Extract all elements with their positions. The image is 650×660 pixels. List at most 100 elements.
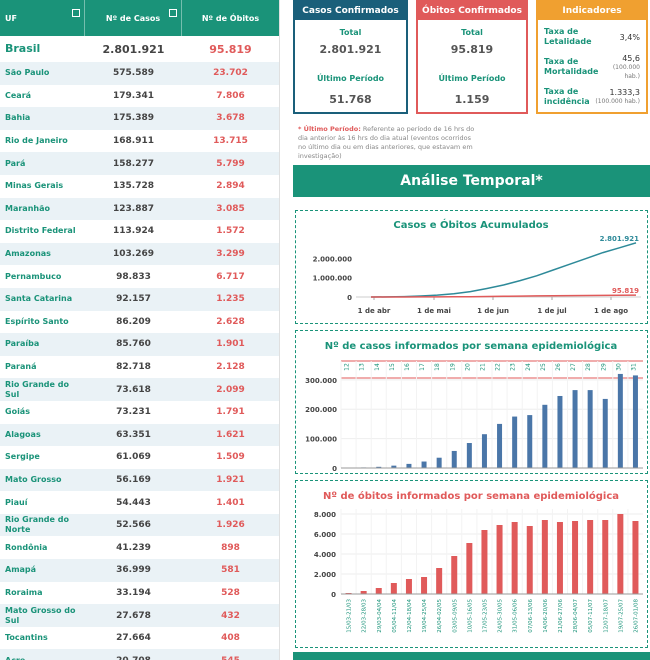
- col-obitos-label: Nº de Óbitos: [201, 13, 260, 23]
- col-uf[interactable]: UF: [0, 0, 85, 36]
- row-name: Rio Grande do Sul: [5, 379, 69, 399]
- sort-icon[interactable]: [169, 9, 177, 17]
- chart-acumulados-svg: Casos e Óbitos Acumulados 2.000.000 1.000.…: [313, 218, 641, 315]
- chart-obitos-semana: Nº de óbitos informados por semana epide…: [295, 480, 648, 648]
- category-label: 28: [585, 363, 592, 371]
- section-banner: Análise Temporal*: [293, 165, 650, 197]
- bar: [572, 390, 578, 468]
- row-casos: 73.618: [116, 384, 151, 395]
- row-obitos: 23.702: [213, 68, 248, 79]
- table-body: Brasil 2.801.921 95.819 São Paulo 575.589…: [0, 36, 279, 660]
- x-tick-label: 1 de mai: [417, 307, 451, 315]
- row-casos: 158.277: [113, 158, 154, 169]
- table-row: Piauí 54.443 1.401: [0, 491, 279, 514]
- row-casos: 135.728: [113, 181, 154, 192]
- row-obitos: 3.299: [216, 249, 245, 260]
- row-casos: 27.664: [116, 633, 151, 644]
- bar: [526, 526, 533, 594]
- row-casos: 33.194: [116, 587, 151, 598]
- total-label: Total: [339, 28, 362, 37]
- table-row: Paraíba 85.760 1.901: [0, 333, 279, 356]
- category-label: 27: [570, 363, 577, 371]
- row-casos: 113.924: [113, 226, 154, 237]
- table-row: Rio de Janeiro 168.911 13.715: [0, 130, 279, 153]
- chart-title: Nº de óbitos informados por semana epide…: [323, 490, 619, 502]
- col-obitos[interactable]: Nº de Óbitos: [182, 0, 279, 36]
- indicator-unit: (100.000 hab.): [612, 63, 640, 80]
- indicator-value-number: 45,6: [622, 53, 640, 63]
- total-value: 95.819: [450, 43, 494, 56]
- table-row: Minas Gerais 135.728 2.894: [0, 175, 279, 198]
- table-row: Sergipe 61.069 1.509: [0, 446, 279, 469]
- series-end-label: 2.801.921: [600, 235, 640, 243]
- row-obitos: 898: [221, 542, 240, 553]
- row-casos: 63.351: [116, 429, 151, 440]
- indicator-label: Taxa de incidência: [544, 87, 590, 106]
- y-tick-label: 300.000: [305, 377, 337, 385]
- row-obitos: 13.715: [213, 136, 248, 147]
- row-casos: 54.443: [116, 497, 151, 508]
- category-label: 19/07-25/07: [618, 599, 624, 633]
- bar: [466, 443, 472, 468]
- row-obitos: 432: [221, 610, 240, 621]
- row-name: Minas Gerais: [5, 181, 64, 191]
- x-tick-label: 1 de jun: [477, 307, 509, 315]
- bar: [451, 450, 457, 468]
- bar: [632, 521, 639, 594]
- category-label: 12: [344, 363, 351, 371]
- bar: [436, 457, 442, 468]
- row-name: Maranhão: [5, 203, 50, 213]
- card-title: Casos Confirmados: [295, 2, 406, 20]
- bar: [421, 577, 428, 594]
- y-tick-label: 6.000: [314, 531, 336, 539]
- col-casos[interactable]: Nº de Casos: [85, 0, 182, 36]
- indicator-item: Taxa de Letalidade 3,4%: [538, 22, 646, 52]
- row-casos: 36.999: [116, 565, 151, 576]
- row-casos: 175.389: [113, 113, 154, 124]
- row-obitos: 1.401: [216, 497, 245, 508]
- row-name: Rio Grande do Norte: [5, 515, 69, 535]
- table-row: Alagoas 63.351 1.621: [0, 423, 279, 447]
- table-row: Pará 158.277 5.799: [0, 152, 279, 175]
- row-casos: 73.231: [116, 407, 151, 418]
- table-row: Roraima 33.194 528: [0, 582, 279, 605]
- table-row: Bahia 175.389 3.678: [0, 107, 279, 130]
- y-tick-label: 8.000: [314, 511, 336, 519]
- category-label: 12/04-18/04: [407, 599, 413, 633]
- row-casos: 27.678: [116, 610, 151, 621]
- x-tick-label: 1 de jul: [537, 307, 566, 315]
- category-label: 15: [389, 363, 396, 371]
- row-obitos: 95.819: [209, 42, 252, 56]
- row-name: Mato Grosso: [5, 474, 62, 484]
- category-label: 03/05-09/05: [452, 599, 458, 633]
- bar: [390, 583, 397, 594]
- indicator-item: Taxa de Mortalidade 45,6 (100.000 hab.): [538, 52, 646, 82]
- table-row: Maranhão 123.887 3.085: [0, 197, 279, 221]
- table-row: São Paulo 575.589 23.702: [0, 62, 279, 85]
- bar: [481, 434, 487, 468]
- row-name: Brasil: [5, 42, 41, 55]
- sort-icon[interactable]: [72, 9, 80, 17]
- row-name: Rondônia: [5, 542, 48, 552]
- row-obitos: 1.791: [216, 407, 245, 418]
- row-obitos: 3.678: [216, 113, 245, 124]
- category-label: 14/06-20/06: [543, 599, 549, 633]
- bar: [391, 465, 397, 468]
- table-row: Amapá 36.999 581: [0, 559, 279, 582]
- x-tick-label: 1 de ago: [594, 307, 628, 315]
- row-casos: 85.760: [116, 339, 151, 350]
- category-label: 20: [464, 363, 471, 371]
- category-label: 26: [555, 363, 562, 371]
- category-label: 22: [495, 363, 502, 371]
- row-name: Espírito Santo: [5, 316, 69, 326]
- table-row: Rondônia 41.239 898: [0, 536, 279, 559]
- table-row: Mato Grosso 56.169 1.921: [0, 468, 279, 492]
- row-name: Tocantins: [5, 633, 48, 643]
- bar: [542, 404, 548, 468]
- bar: [496, 525, 503, 594]
- table-row: Rio Grande do Sul 73.618 2.099: [0, 378, 279, 401]
- row-name: Amapá: [5, 565, 37, 575]
- row-casos: 575.589: [113, 68, 154, 79]
- category-label: 24/05-30/05: [498, 599, 504, 633]
- bar: [436, 568, 443, 594]
